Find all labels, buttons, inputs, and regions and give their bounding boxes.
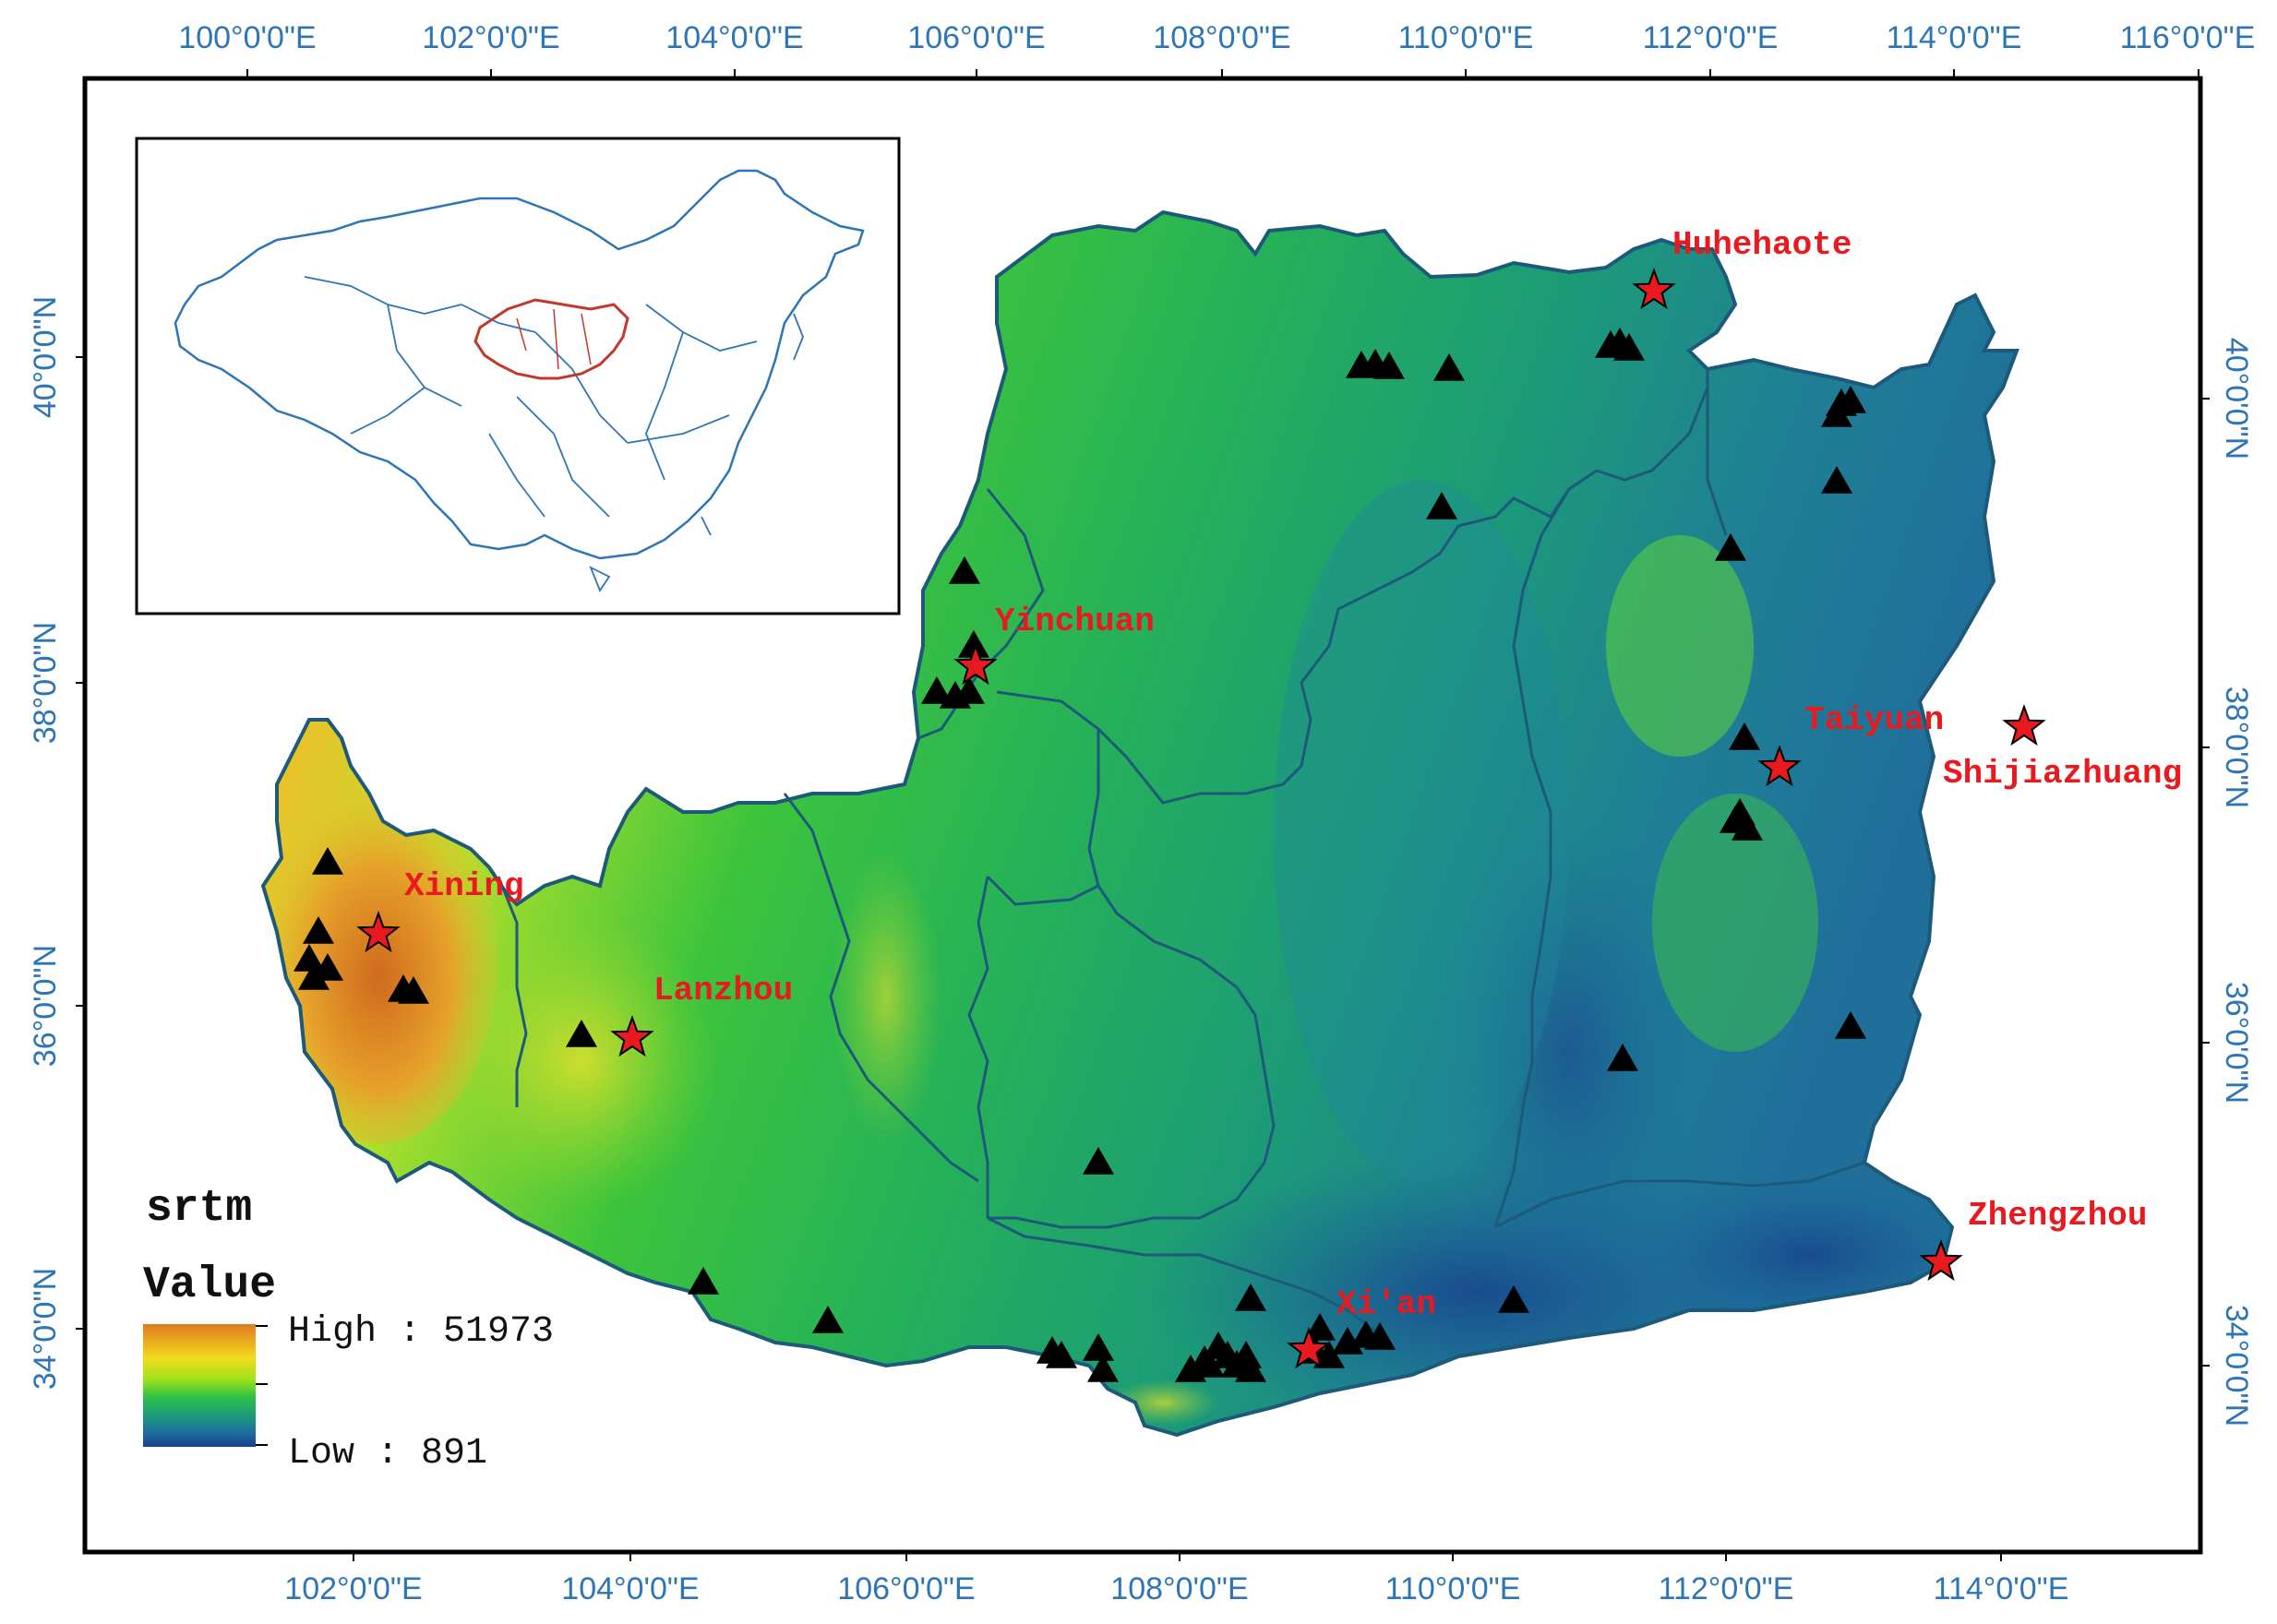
top-lon-label: 102°0'0"E <box>422 20 559 55</box>
bottom-longitude-labels: 102°0'0"E 104°0'0"E 106°0'0"E 108°0'0"E … <box>284 1571 2068 1606</box>
legend-high-label: High : 51973 <box>288 1311 554 1353</box>
graticule-ticks <box>76 69 2210 1561</box>
bottom-lon-label: 112°0'0"E <box>1659 1571 1794 1606</box>
top-lon-label: 116°0'0"E <box>2120 20 2256 55</box>
right-lat-label: 36°0'0"N <box>2219 982 2254 1104</box>
top-longitude-labels: 100°0'0"E 102°0'0"E 104°0'0"E 106°0'0"E … <box>178 20 2255 55</box>
inset-china-outline <box>174 169 865 560</box>
station-triangle-icon <box>294 944 325 972</box>
city-label-zhengzhou: Zhengzhou <box>1968 1197 2147 1235</box>
station-triangle-icon <box>298 962 330 990</box>
city-star-icon <box>1919 1239 1963 1282</box>
station-triangle-icon <box>398 976 429 1004</box>
city-markers <box>356 268 2046 1369</box>
legend-color-ramp <box>143 1324 256 1447</box>
station-triangle-icon <box>312 847 343 875</box>
station-triangle-icon <box>921 676 953 704</box>
station-triangle-icon <box>1313 1341 1345 1368</box>
station-triangle-icon <box>1235 1355 1266 1382</box>
legend-field-name: Value <box>143 1260 276 1310</box>
bottom-lon-label: 114°0'0"E <box>1934 1571 2069 1606</box>
top-lon-label: 108°0'0"E <box>1153 20 1290 55</box>
station-triangle-icon <box>1715 533 1746 561</box>
bottom-lon-label: 106°0'0"E <box>837 1571 975 1606</box>
station-triangle-icon <box>1607 1044 1638 1071</box>
city-star-icon <box>356 911 401 953</box>
city-label-lanzhou: Lanzhou <box>653 972 793 1009</box>
legend-layer-name: srtm <box>146 1184 252 1234</box>
station-triangle-icon <box>1373 352 1405 379</box>
bottom-lon-label: 108°0'0"E <box>1110 1571 1248 1606</box>
left-lat-label: 38°0'0"N <box>28 622 63 744</box>
city-label-xining: Xining <box>404 867 524 905</box>
right-lat-label: 34°0'0"N <box>2219 1305 2254 1427</box>
station-triangle-icon <box>1835 386 1866 413</box>
station-triangle-icon <box>1364 1322 1396 1350</box>
station-triangle-icon <box>688 1267 719 1295</box>
right-lat-label: 38°0'0"N <box>2219 687 2254 808</box>
station-triangle-icon <box>1304 1313 1336 1341</box>
city-star-icon <box>610 1015 654 1057</box>
station-triangle-icon <box>1821 400 1852 427</box>
city-star-icon <box>953 643 998 686</box>
top-lon-label: 110°0'0"E <box>1398 20 1534 55</box>
city-label-xian: Xi'an <box>1336 1285 1436 1323</box>
station-triangle-icon <box>1046 1341 1077 1368</box>
city-star-icon <box>1632 268 1676 310</box>
left-latitude-labels: 40°0'0"N 38°0'0"N 36°0'0"N 34°0'0"N <box>28 296 63 1390</box>
station-triangle-icon <box>1426 492 1457 519</box>
top-lon-label: 100°0'0"E <box>178 20 316 55</box>
station-triangle-icon <box>1498 1285 1529 1313</box>
station-triangle-icon <box>1189 1345 1220 1373</box>
city-labels: Huhehaote Yinchuan Taiyuan Shijiazhuang … <box>404 226 2182 1323</box>
station-triangle-icon <box>1346 351 1377 378</box>
top-lon-label: 114°0'0"E <box>1887 20 2022 55</box>
bottom-lon-label: 104°0'0"E <box>561 1571 699 1606</box>
elevation-raster <box>263 212 2017 1435</box>
city-label-shijiazhuang: Shijiazhuang <box>1943 755 2182 793</box>
province-boundaries <box>260 209 2019 1438</box>
station-triangle-icon <box>1613 333 1645 361</box>
city-label-taiyuan: Taiyuan <box>1804 701 1944 739</box>
city-star-icon <box>2002 704 2046 746</box>
city-label-yinchuan: Yinchuan <box>995 603 1155 640</box>
bottom-lon-label: 102°0'0"E <box>284 1571 422 1606</box>
inset-study-area-highlight <box>473 298 629 380</box>
city-star-icon <box>1757 745 1802 787</box>
station-triangle-icon <box>566 1020 597 1047</box>
station-triangle-icon <box>1083 1333 1114 1361</box>
left-lat-label: 34°0'0"N <box>28 1268 63 1390</box>
station-triangle-icon <box>1083 1147 1114 1175</box>
top-lon-label: 112°0'0"E <box>1643 20 1779 55</box>
station-triangle-icon <box>1821 466 1852 494</box>
station-triangle-icon <box>1729 722 1760 750</box>
top-lon-label: 104°0'0"E <box>665 20 803 55</box>
station-triangle-icon <box>949 556 980 584</box>
left-lat-label: 36°0'0"N <box>28 945 63 1067</box>
top-lon-label: 106°0'0"E <box>907 20 1045 55</box>
legend: srtm Value High : 51973 Low : 891 <box>143 1184 554 1475</box>
station-triangle-icon <box>1433 353 1465 381</box>
city-star-icon <box>1287 1327 1331 1369</box>
station-triangle-icon <box>953 676 985 704</box>
right-latitude-labels: 40°0'0"N 38°0'0"N 36°0'0"N 34°0'0"N <box>2219 338 2254 1427</box>
right-lat-label: 40°0'0"N <box>2219 338 2254 460</box>
station-triangle-icon <box>303 916 334 944</box>
station-triangle-icon <box>1720 806 1751 833</box>
station-triangle-icon <box>1835 1011 1866 1039</box>
bottom-lon-label: 110°0'0"E <box>1385 1571 1521 1606</box>
left-lat-label: 40°0'0"N <box>28 296 63 418</box>
station-triangle-icon <box>958 630 989 658</box>
station-triangle-icon <box>812 1306 844 1333</box>
inset-overview-map <box>135 137 901 615</box>
legend-low-label: Low : 891 <box>288 1433 487 1475</box>
station-triangle-icon <box>1235 1284 1266 1311</box>
station-triangle-icon <box>1087 1355 1119 1382</box>
city-label-huhehaote: Huhehaote <box>1672 226 1852 264</box>
